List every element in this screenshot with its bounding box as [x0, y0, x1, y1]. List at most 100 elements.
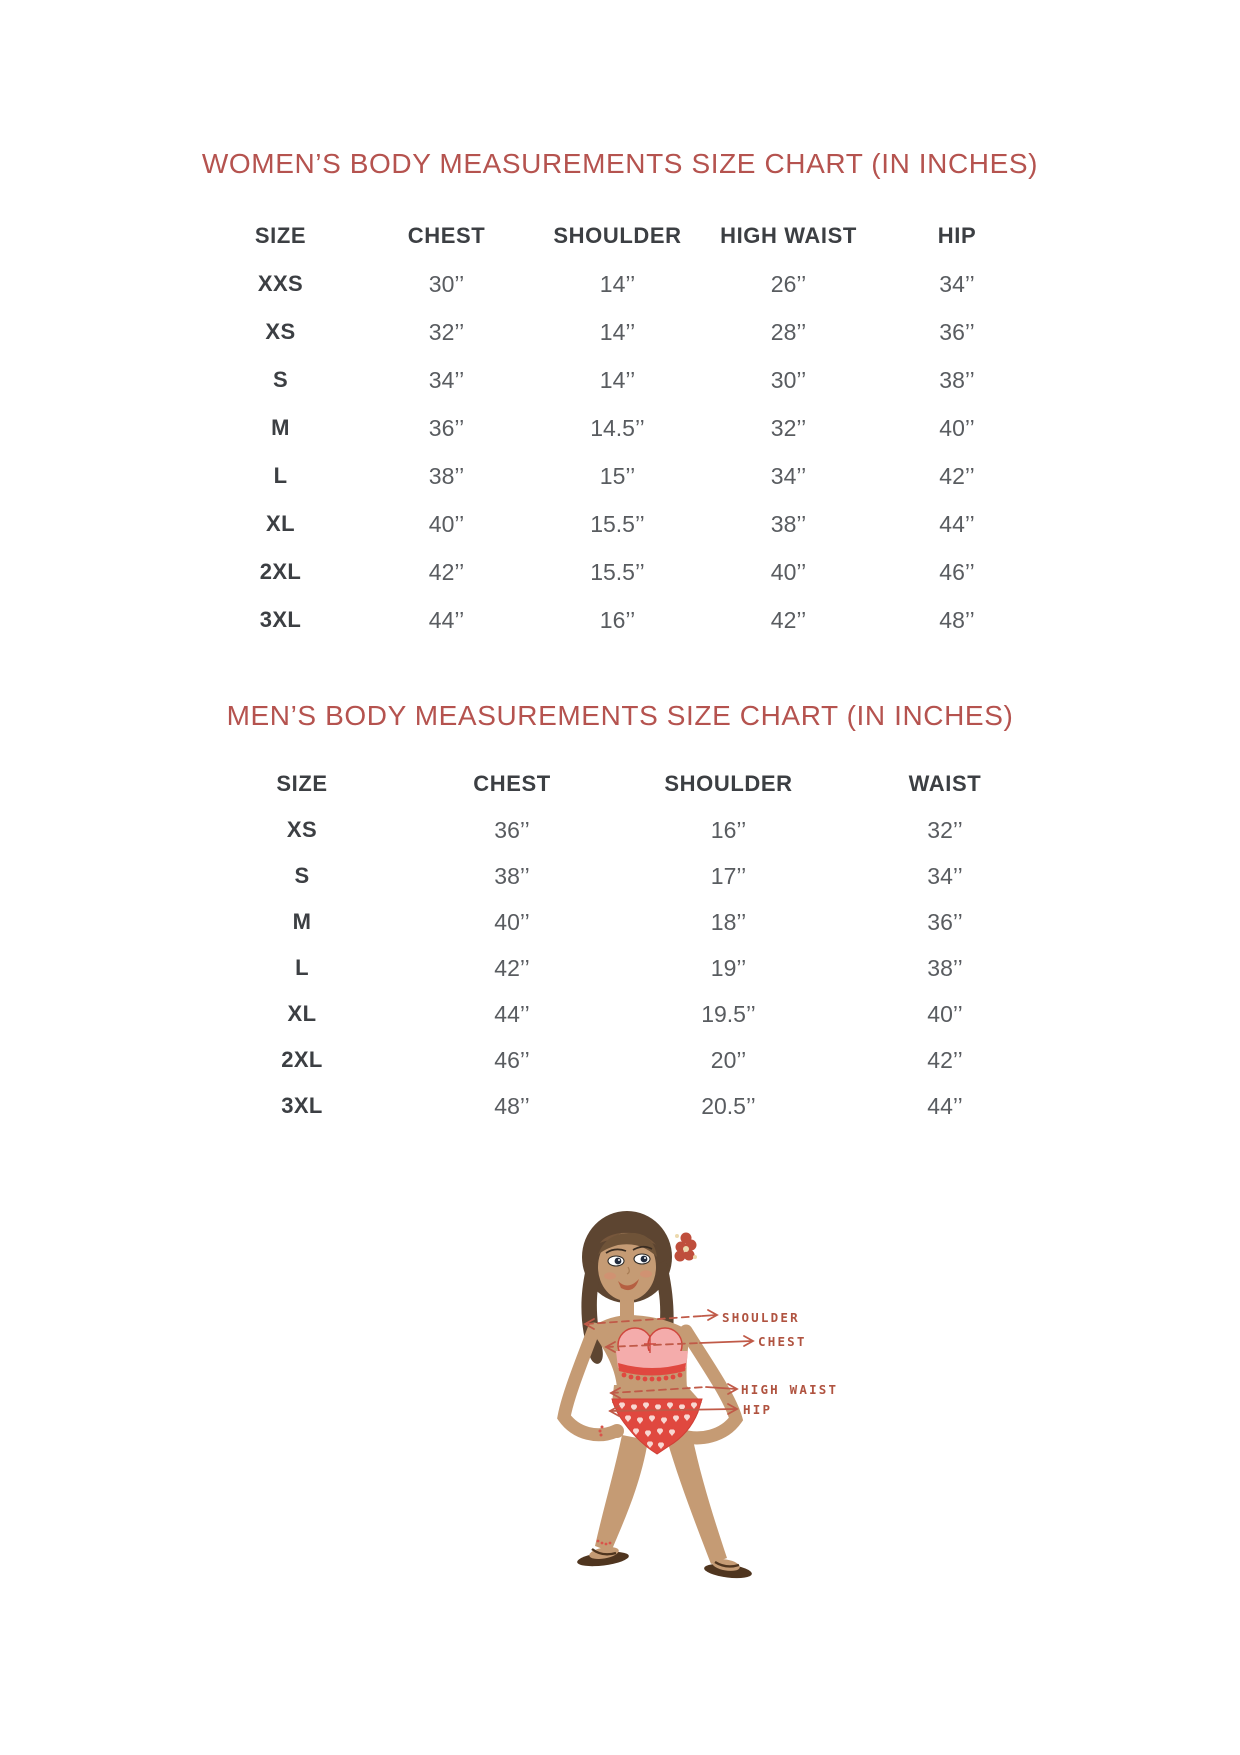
table-row: 2XL 46’’ 20’’ 42’’: [200, 1037, 1053, 1083]
arms: [557, 1322, 744, 1445]
value-cell: 15.5’’: [590, 558, 645, 585]
value-cell: 18’’: [710, 908, 747, 935]
value-cell: 14.5’’: [590, 414, 645, 441]
value-cell: 30’’: [428, 270, 465, 297]
womens-size-table: SIZE CHEST SHOULDER HIGH WAIST HIP XXS 30’’ 14’…: [200, 212, 1040, 644]
table-row: 3XL 44’’ 16’’ 42’’ 48’’: [200, 596, 1040, 644]
value-cell: 40’’: [939, 414, 975, 441]
value-cell: 32’’: [927, 816, 963, 843]
value-cell: 42’’: [770, 606, 807, 633]
mens-size-table: SIZE CHEST SHOULDER WAIST XS 36’’ 16’’ 32’’ S 38’…: [200, 761, 1053, 1129]
size-cell: XL: [287, 1001, 317, 1026]
sandals: [577, 1546, 752, 1579]
shoulder-label: SHOULDER: [722, 1310, 800, 1325]
size-cell: M: [292, 909, 312, 934]
value-cell: 36’’: [939, 318, 975, 345]
column-header: CHEST: [473, 771, 551, 796]
size-cell: 2XL: [281, 1047, 323, 1072]
size-cell: XS: [286, 817, 318, 842]
table-row: L 42’’ 19’’ 38’’: [200, 945, 1053, 991]
value-cell: 15.5’’: [590, 510, 645, 537]
value-cell: 20.5’’: [701, 1092, 756, 1119]
table-row: 3XL 48’’ 20.5’’ 44’’: [200, 1083, 1053, 1129]
table-row: XS 36’’ 16’’ 32’’: [200, 807, 1053, 853]
high-waist-label: HIGH WAIST: [741, 1382, 838, 1397]
table-header-row: SIZE CHEST SHOULDER HIGH WAIST HIP: [200, 212, 1040, 260]
head: [598, 1232, 697, 1317]
size-cell: S: [294, 863, 310, 888]
legs: [595, 1435, 727, 1564]
value-cell: 34’’: [770, 462, 807, 489]
table-row: M 36’’ 14.5’’ 32’’ 40’’: [200, 404, 1040, 452]
size-cell: XXS: [257, 271, 304, 296]
size-cell: 3XL: [281, 1093, 323, 1118]
value-cell: 19’’: [710, 954, 747, 981]
anklet: [596, 1539, 612, 1546]
chest-line: [605, 1342, 701, 1348]
eyes: [605, 1245, 653, 1267]
value-cell: 44’’: [927, 1092, 963, 1119]
mouth: [618, 1279, 639, 1291]
value-cell: 40’’: [494, 908, 530, 935]
value-cell: 30’’: [770, 366, 807, 393]
column-header: SHOULDER: [664, 771, 793, 796]
size-cell: L: [273, 463, 288, 488]
size-cell: XL: [266, 511, 295, 536]
value-cell: 46’’: [939, 558, 975, 585]
value-cell: 40’’: [770, 558, 807, 585]
value-cell: 14’’: [599, 318, 636, 345]
hip-label: HIP: [743, 1402, 772, 1417]
value-cell: 40’’: [927, 1000, 963, 1027]
size-cell: 3XL: [259, 607, 302, 632]
value-cell: 42’’: [927, 1046, 963, 1073]
value-cell: 48’’: [494, 1092, 530, 1119]
table-row: S 38’’ 17’’ 34’’: [200, 853, 1053, 899]
value-cell: 44’’: [939, 510, 975, 537]
value-cell: 34’’: [939, 270, 975, 297]
value-cell: 32’’: [770, 414, 807, 441]
flower-accessory: [674, 1232, 697, 1262]
value-cell: 16’’: [710, 816, 747, 843]
value-cell: 42’’: [939, 462, 975, 489]
table-header-row: SIZE CHEST SHOULDER WAIST: [200, 761, 1053, 807]
value-cell: 16’’: [599, 606, 636, 633]
value-cell: 34’’: [428, 366, 465, 393]
column-header: SHOULDER: [553, 223, 682, 248]
value-cell: 14’’: [599, 366, 636, 393]
value-cell: 36’’: [428, 414, 465, 441]
table-row: XL 44’’ 19.5’’ 40’’: [200, 991, 1053, 1037]
value-cell: 42’’: [494, 954, 530, 981]
value-cell: 40’’: [428, 510, 465, 537]
size-cell: S: [272, 367, 289, 392]
value-cell: 38’’: [770, 510, 807, 537]
size-cell: M: [271, 415, 290, 440]
value-cell: 38’’: [927, 954, 963, 981]
column-header: HIGH WAIST: [720, 223, 857, 248]
value-cell: 36’’: [927, 908, 963, 935]
value-cell: 32’’: [428, 318, 465, 345]
value-cell: 46’’: [494, 1046, 530, 1073]
table-row: L 38’’ 15’’ 34’’ 42’’: [200, 452, 1040, 500]
value-cell: 28’’: [770, 318, 807, 345]
value-cell: 38’’: [939, 366, 975, 393]
value-cell: 19.5’’: [701, 1000, 756, 1027]
fringe-hair: [598, 1232, 657, 1257]
value-cell: 15’’: [599, 462, 636, 489]
column-header: SIZE: [254, 223, 307, 248]
value-cell: 42’’: [428, 558, 465, 585]
size-cell: L: [295, 955, 309, 980]
table-row: XXS 30’’ 14’’ 26’’ 34’’: [200, 260, 1040, 308]
value-cell: 20’’: [710, 1046, 747, 1073]
value-cell: 26’’: [770, 270, 807, 297]
blush-right: [640, 1270, 652, 1278]
column-header: HIP: [937, 223, 977, 248]
table-row: 2XL 42’’ 15.5’’ 40’’ 46’’: [200, 548, 1040, 596]
nose: [626, 1266, 630, 1275]
value-cell: 17’’: [710, 862, 747, 889]
mens-chart-title: MEN’S BODY MEASUREMENTS SIZE CHART (IN I…: [226, 700, 1014, 731]
chest-label: CHEST: [758, 1334, 807, 1349]
value-cell: 34’’: [927, 862, 963, 889]
measurement-arrows: [583, 1309, 755, 1417]
table-row: XS 32’’ 14’’ 28’’ 36’’: [200, 308, 1040, 356]
womens-chart-title: WOMEN’S BODY MEASUREMENTS SIZE CHART (IN…: [201, 148, 1039, 179]
